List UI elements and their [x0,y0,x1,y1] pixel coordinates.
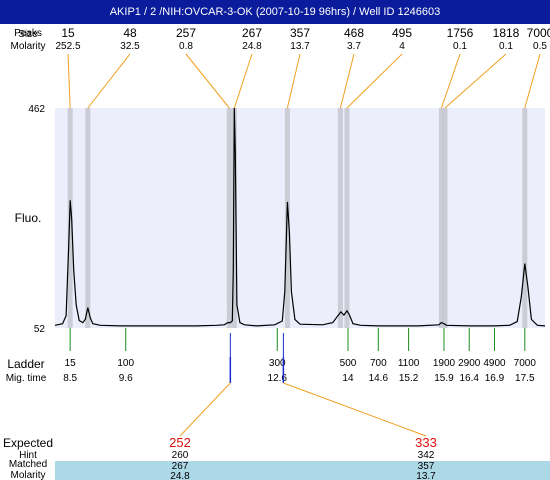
peak-callout-5 [339,53,355,109]
peak-callout-1 [87,53,131,109]
peak-molarity-label-7: 0.1 [453,41,467,52]
y-min-label: 52 [34,324,46,335]
peak-band-8 [442,108,448,328]
peak-callout-4 [286,53,301,109]
peak-band-3 [231,108,237,328]
hint-value-0: 260 [172,450,189,461]
peak-band-6 [344,108,350,328]
peak-molarity-label-2: 0.8 [179,41,193,52]
ladder-time-6: 15.9 [434,373,454,384]
peak-band-2 [226,108,232,328]
molarity-row-label: Molarity [10,41,45,52]
ladder-time-4: 14.6 [369,373,389,384]
peak-molarity-label-1: 32.5 [120,41,140,52]
expected-value-0: 252 [169,435,191,450]
peak-band-9 [522,108,528,328]
peak-size-label-0: 15 [61,26,75,40]
peak-band-5 [337,108,343,328]
ladder-time-0: 8.5 [63,373,77,384]
peak-size-label-1: 48 [123,26,137,40]
ladder-time-3: 14 [342,373,354,384]
peak-callout-8 [444,53,507,109]
ladder-label: Ladder [7,357,44,371]
peak-size-label-6: 495 [392,26,412,40]
ladder-time-8: 16.9 [485,373,505,384]
matched-value-1: 357 [418,461,435,472]
size-row-label: Size [18,29,38,40]
peak-callout-7 [440,53,461,109]
ladder-time-9: 17.5 [515,373,535,384]
peaks-row-label: Peaks [14,28,42,39]
peak-size-label-2: 257 [176,26,196,40]
window-title-bar: AKIP1 / 2 /NIH:OVCAR-3-OK (2007-10-19 96… [0,0,550,24]
peak-size-label-5: 468 [344,26,364,40]
peak-size-label-9: 7000 [527,26,550,40]
matched-value-0: 267 [172,461,189,472]
expected-callout-0 [179,382,231,437]
peak-band-7 [438,108,444,328]
plot-area [55,108,545,328]
peak-molarity-label-5: 3.7 [347,41,361,52]
expected-label: Expected [3,436,53,450]
ladder-size-7: 2900 [458,358,481,369]
ladder-size-1: 100 [117,358,134,369]
expected-value-1: 333 [415,435,437,450]
peak-molarity-label-3: 24.8 [242,41,262,52]
molarity-bottom-label: Molarity [10,470,45,480]
ladder-size-8: 4900 [483,358,506,369]
peak-callout-9 [524,53,541,109]
peak-callout-0 [67,53,71,109]
peak-molarity-label-6: 4 [399,41,405,52]
ladder-time-2: 12.6 [268,373,288,384]
y-axis-label: Fluo. [15,211,42,225]
matched-molarity-value-0: 24.8 [170,471,190,480]
fluorescence-trace [54,107,546,327]
ladder-size-2: 300 [269,358,286,369]
ladder-size-0: 15 [65,358,77,369]
peak-size-label-7: 1756 [447,26,474,40]
hint-label: Hint [19,450,37,461]
ladder-size-3: 500 [340,358,357,369]
ladder-time-7: 16.4 [459,373,479,384]
ladder-time-5: 15.2 [399,373,419,384]
matched-table-band [55,461,550,480]
y-max-label: 462 [28,104,45,115]
window-title: AKIP1 / 2 /NIH:OVCAR-3-OK (2007-10-19 96… [109,6,441,18]
peak-molarity-label-8: 0.1 [499,41,513,52]
matched-label: Matched [9,459,47,470]
matched-molarity-value-1: 13.7 [416,471,436,480]
peak-band-1 [85,108,91,328]
peak-molarity-label-0: 252.5 [55,41,80,52]
peak-size-label-3: 267 [242,26,262,40]
peak-callout-2 [185,53,230,109]
peak-size-label-4: 357 [290,26,310,40]
peak-molarity-label-9: 0.5 [533,41,547,52]
peak-size-label-8: 1818 [493,26,520,40]
ladder-size-5: 1100 [398,358,420,369]
migtime-label: Mig. time [6,373,47,384]
peak-callout-3 [233,53,253,109]
peak-molarity-label-4: 13.7 [290,41,310,52]
ladder-size-6: 1900 [433,358,456,369]
hint-value-1: 342 [418,450,435,461]
ladder-time-1: 9.6 [119,373,133,384]
peak-callout-6 [346,53,403,109]
expected-callout-1 [283,382,427,437]
ladder-size-9: 7000 [514,358,537,369]
ladder-size-4: 700 [370,358,387,369]
